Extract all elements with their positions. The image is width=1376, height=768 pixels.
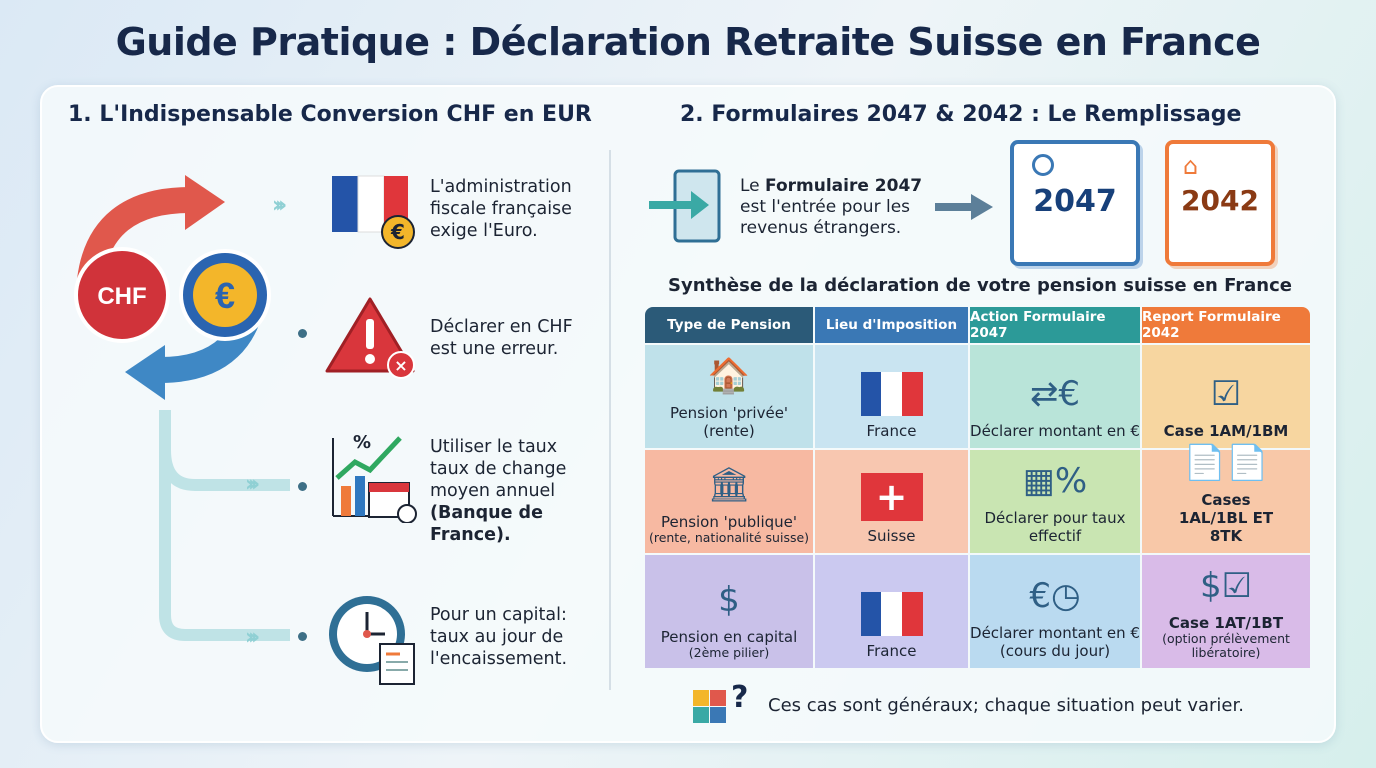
intro-text: Le: [740, 176, 766, 196]
arrow-right-icon: [935, 194, 993, 220]
globe-icon: [1032, 154, 1054, 176]
cell-subtext: (2ème pilier): [688, 645, 770, 660]
svg-text:%: %: [353, 432, 371, 453]
table-cell-report: $☑ Case 1AT/1BT (option prélèvement libéra…: [1142, 555, 1310, 668]
chevrons-icon: ›››: [245, 625, 260, 650]
money-bag-icon: $: [718, 580, 740, 620]
bullet-dot: [298, 329, 307, 338]
table-cell-lieu: France: [815, 345, 968, 448]
table-cell-type: $ Pension en capital (2ème pilier): [645, 555, 813, 668]
euro-exchange-icon: ⇄€: [1029, 374, 1081, 414]
item-text-exchange-rate: Utiliser le taux taux de change moyen an…: [430, 436, 600, 546]
clock-document-icon: [329, 596, 415, 685]
warning-icon: ×: [325, 297, 415, 379]
item-text-euro: L'administration fiscale française exige…: [430, 177, 572, 241]
chart-calendar-icon: %: [332, 432, 417, 523]
section-1-heading: 1. L'Indispensable Conversion CHF en EUR: [68, 102, 592, 127]
table-cell-type: 🏛 Pension 'publique' (rente, nationalité s…: [645, 450, 813, 553]
cell-text: Pension en capital: [660, 628, 798, 646]
column-header: Lieu d'Imposition: [815, 307, 968, 343]
calculator-icon: ▦%: [1022, 461, 1088, 501]
form-2047-intro: Le Formulaire 2047 est l'entrée pour les…: [740, 176, 930, 239]
section-divider: [609, 150, 611, 690]
intro-bold: Formulaire 2047: [765, 176, 923, 196]
table-cell-action: €◷ Déclarer montant en € (cours du jour): [970, 555, 1140, 668]
item-text: Utiliser le taux taux de change moyen an…: [430, 437, 567, 501]
table-cell-report: 📄📄 Cases 1AL/1BL ET 8TK: [1142, 443, 1310, 553]
section-2-heading: 2. Formulaires 2047 & 2042 : Le Rempliss…: [680, 102, 1242, 127]
form-check-icon: ☑: [1210, 374, 1242, 414]
dollar-document-icon: $☑: [1199, 566, 1253, 606]
column-header: Type de Pension: [645, 307, 813, 343]
cell-text: Pension 'publique': [660, 513, 798, 531]
swiss-flag-icon: +: [860, 473, 923, 521]
euro-clock-icon: €◷: [1029, 576, 1081, 616]
puzzle-question-icon: ?: [693, 680, 748, 726]
bullet-dot: [298, 632, 307, 641]
cell-text: France: [866, 422, 917, 440]
cell-text: France: [866, 642, 917, 660]
chevrons-icon: ›››: [272, 193, 287, 218]
column-header: Report Formulaire 2042: [1142, 307, 1310, 343]
table-cell-action: ⇄€ Déclarer montant en €: [970, 345, 1140, 448]
cell-text: Cases 1AL/1BL ET 8TK: [1178, 491, 1274, 545]
france-flag-icon: [860, 592, 923, 636]
table-cell-lieu: France: [815, 555, 968, 668]
france-flag-euro-icon: €: [332, 175, 415, 249]
form-2047-document: 2047: [1010, 140, 1140, 266]
item-text-bold: (Banque de France).: [430, 503, 543, 545]
cell-text: Suisse: [867, 527, 916, 545]
table-cell-lieu: + Suisse: [815, 450, 968, 553]
table-cell-action: ▦% Déclarer pour taux effectif: [970, 450, 1140, 553]
chevrons-icon: ›››: [245, 472, 260, 497]
table-cell-type: 🏠 Pension 'privée' (rente): [645, 345, 813, 448]
conversion-cycle-icon: CHF €: [74, 175, 290, 641]
documents-check-icon: 📄📄: [1183, 443, 1269, 483]
form-entry-icon: [649, 169, 721, 243]
house-icon: 🏠: [707, 356, 751, 396]
cell-text: Pension 'privée': [669, 404, 789, 422]
svg-text:€: €: [390, 220, 405, 244]
form-2047-label: 2047: [1033, 184, 1117, 219]
cell-text: Déclarer montant en €: [970, 422, 1140, 440]
page-title: Guide Pratique : Déclaration Retraite Su…: [115, 20, 1261, 64]
cell-text: Déclarer pour taux effectif: [984, 509, 1126, 545]
swiss-bank-icon: 🏛: [707, 465, 751, 505]
cell-text: Case 1AT/1BT: [1168, 614, 1284, 632]
cell-subtext: (rente, nationalité suisse): [648, 530, 810, 545]
home-icon: ⌂: [1183, 152, 1199, 180]
chf-label: CHF: [97, 283, 146, 310]
bullet-dot: [298, 482, 307, 491]
item-text-chf-error: Déclarer en CHF est une erreur.: [430, 317, 573, 359]
table-cell-report: ☑ Case 1AM/1BM: [1142, 345, 1310, 448]
column-header: Action Formulaire 2047: [970, 307, 1140, 343]
france-flag-icon: [860, 372, 923, 416]
form-2042-label: 2042: [1181, 184, 1259, 217]
svg-text:×: ×: [394, 356, 407, 375]
item-text-capital: Pour un capital: taux au jour de l'encai…: [430, 605, 568, 669]
cell-subtext: (option prélèvement libératoire): [1162, 631, 1290, 660]
intro-text: est l'entrée pour les revenus étrangers.: [740, 197, 911, 238]
cell-text: Case 1AM/1BM: [1163, 422, 1289, 440]
synthesis-title: Synthèse de la déclaration de votre pens…: [668, 275, 1292, 296]
form-2042-document: ⌂ 2042: [1165, 140, 1275, 266]
eur-label: €: [215, 275, 235, 316]
cell-text: Déclarer montant en € (cours du jour): [970, 624, 1140, 660]
cell-subtext: (rente): [703, 422, 755, 440]
disclaimer-note: Ces cas sont généraux; chaque situation …: [768, 695, 1244, 716]
